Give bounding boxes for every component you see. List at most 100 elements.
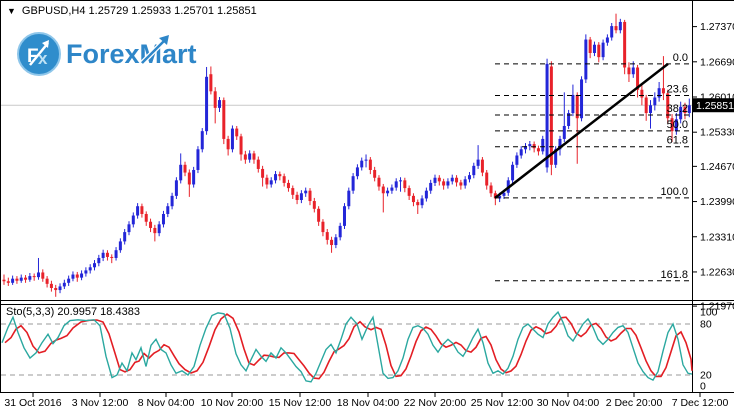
bull-candle [19, 277, 23, 281]
bull-candle [429, 182, 433, 191]
bull-candle [528, 144, 532, 147]
fib-level-label: 38.2 [667, 103, 688, 115]
price-axis-label: 1.23310 [700, 231, 734, 243]
bear-candle [278, 174, 282, 177]
bull-candle [558, 138, 562, 150]
time-axis-label: 10 Nov 20:00 [201, 397, 264, 409]
bull-candle [179, 164, 183, 181]
bull-candle [674, 119, 678, 132]
bull-candle [386, 190, 390, 194]
forexmart-logo-icon: F x [17, 32, 61, 76]
bull-candle [524, 146, 528, 150]
bull-candle [679, 106, 683, 120]
trend-line[interactable] [494, 62, 669, 199]
fib-level-label: 50.0 [667, 119, 688, 131]
bear-candle [286, 182, 290, 189]
bull-candle [174, 180, 178, 196]
bear-candle [49, 283, 53, 288]
bull-candle [299, 193, 303, 201]
logo-arrow-icon [140, 34, 169, 65]
indicator-label: Sto(5,3,3) 20.9957 18.4383 [6, 306, 140, 318]
fib-level-label: 100.0 [660, 186, 688, 198]
bear-candle [6, 281, 10, 283]
bull-candle [218, 100, 221, 108]
bear-candle [261, 168, 265, 178]
price-axis-label: 1.22630 [700, 266, 734, 278]
bull-candle [123, 232, 127, 242]
bull-candle [394, 181, 398, 188]
bear-candle [575, 94, 579, 119]
time-axis-label: 22 Nov 20:00 [404, 397, 467, 409]
bear-candle [536, 148, 540, 152]
price-axis-label: 1.27370 [700, 21, 734, 33]
bull-candle [170, 195, 174, 207]
time-axis-label: 31 Oct 2016 [4, 397, 61, 409]
bear-candle [45, 278, 49, 284]
bull-candle [274, 174, 278, 181]
bull-candle [467, 175, 471, 180]
bear-candle [213, 91, 217, 108]
bear-candle [549, 66, 553, 165]
bear-candle [252, 153, 256, 160]
bear-candle [403, 180, 407, 189]
price-axis-label: 1.26690 [700, 56, 734, 68]
bear-candle [623, 21, 627, 68]
bull-candle [93, 263, 97, 268]
symbol-dropdown-icon[interactable]: ▼ [7, 5, 16, 16]
bear-candle [32, 276, 36, 278]
bull-candle [545, 63, 549, 168]
price-axis-label: 1.25330 [700, 127, 734, 139]
bull-candle [554, 149, 558, 165]
bull-candle [355, 167, 359, 177]
bull-candle [101, 252, 105, 258]
bull-candle [118, 241, 122, 251]
bear-candle [308, 190, 312, 202]
bear-candle [636, 67, 640, 90]
bear-candle [15, 278, 19, 281]
bull-candle [360, 160, 364, 168]
bull-candle [36, 272, 40, 278]
bear-candle [2, 279, 6, 282]
bear-candle [407, 188, 411, 196]
bull-candle [610, 26, 614, 38]
bull-candle [127, 224, 131, 233]
bull-candle [463, 179, 467, 186]
bull-candle [519, 149, 523, 156]
bull-candle [502, 192, 506, 196]
time-axis-label: 2 Dec 20:00 [606, 397, 663, 409]
bull-candle [248, 153, 252, 160]
bull-candle [364, 159, 368, 161]
bear-candle [670, 118, 674, 132]
bear-candle [489, 185, 493, 194]
bull-candle [476, 159, 480, 166]
bear-candle [373, 169, 377, 178]
time-axis-label: 18 Nov 04:00 [337, 397, 400, 409]
bear-candle [493, 193, 497, 199]
bear-candle [317, 208, 321, 222]
bull-candle [567, 113, 571, 126]
bear-candle [295, 194, 299, 201]
bear-candle [480, 159, 484, 173]
bull-candle [420, 198, 424, 206]
bear-candle [437, 177, 441, 182]
bull-candle [347, 190, 351, 207]
bear-candle [368, 159, 372, 170]
current-price-tag [693, 98, 734, 113]
bull-candle [88, 267, 92, 271]
bear-candle [666, 93, 670, 119]
bear-candle [144, 213, 148, 222]
bear-candle [265, 177, 269, 185]
bull-candle [511, 164, 515, 181]
bull-candle [67, 278, 71, 283]
bear-candle [75, 274, 79, 278]
sto-scale-label: 20 [700, 370, 712, 382]
bear-candle [243, 154, 247, 160]
bear-candle [661, 88, 665, 94]
bull-candle [136, 206, 140, 216]
bear-candle [24, 277, 28, 280]
bear-candle [416, 202, 420, 206]
bull-candle [28, 276, 32, 280]
bull-candle [166, 206, 170, 214]
bull-candle [592, 44, 596, 54]
